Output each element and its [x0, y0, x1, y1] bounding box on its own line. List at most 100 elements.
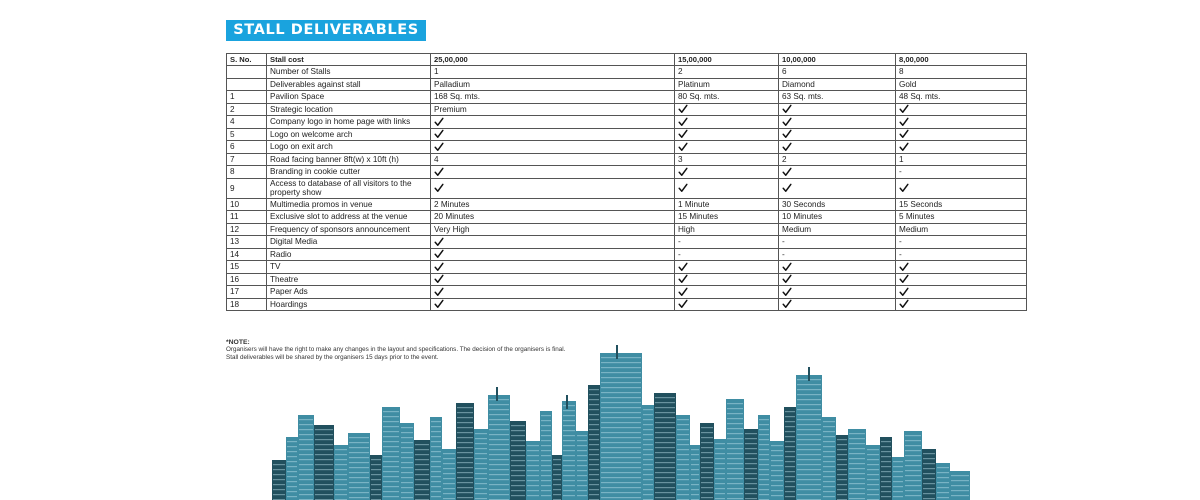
- skyline-window-stripe: [475, 483, 487, 485]
- skyline-window-stripe: [655, 427, 675, 429]
- row-deliverable: Strategic location: [266, 102, 431, 116]
- skyline-building: [892, 457, 904, 500]
- skyline-window-stripe: [489, 434, 509, 436]
- skyline-window-stripe: [905, 495, 921, 497]
- skyline-window-stripe: [849, 473, 865, 475]
- skyline-window-stripe: [785, 411, 795, 413]
- row-deliverable: TV: [266, 260, 431, 274]
- skyline-window-stripe: [601, 422, 641, 424]
- row-value: 48 Sq. mts.: [895, 90, 1027, 104]
- skyline-window-stripe: [823, 456, 835, 458]
- skyline-window-stripe: [315, 474, 333, 476]
- skyline-window-stripe: [727, 493, 743, 495]
- skyline-window-stripe: [905, 465, 921, 467]
- row-sno: 8: [226, 165, 267, 179]
- skyline-window-stripe: [401, 472, 413, 474]
- skyline-window-stripe: [541, 450, 551, 452]
- row-value: High: [674, 222, 779, 236]
- skyline-window-stripe: [691, 464, 699, 466]
- skyline-window-stripe: [701, 477, 713, 479]
- skyline-building: [904, 431, 922, 500]
- row-value: 1 Minute: [674, 197, 779, 211]
- skyline-window-stripe: [797, 389, 821, 391]
- skyline-window-stripe: [715, 473, 725, 475]
- skyline-window-stripe: [577, 475, 587, 477]
- skyline-window-stripe: [867, 479, 879, 481]
- skyline-window-stripe: [527, 450, 539, 452]
- skyline-window-stripe: [415, 464, 429, 466]
- skyline-window-stripe: [371, 484, 381, 486]
- skyline-window-stripe: [589, 404, 599, 406]
- check-mark-icon: [434, 287, 444, 297]
- skyline-window-stripe: [837, 474, 847, 476]
- skyline-window-stripe: [785, 431, 795, 433]
- row-value: [430, 235, 675, 249]
- skyline-window-stripe: [383, 426, 399, 428]
- row-deliverable: Number of Stalls: [266, 65, 431, 79]
- skyline-window-stripe: [771, 465, 783, 467]
- skyline-window-stripe: [541, 485, 551, 487]
- skyline-building: [690, 445, 700, 500]
- skyline-window-stripe: [401, 497, 413, 499]
- skyline-window-stripe: [785, 466, 795, 468]
- skyline-window-stripe: [541, 460, 551, 462]
- skyline-window-stripe: [849, 433, 865, 435]
- row-sno: 4: [226, 115, 267, 129]
- row-deliverable: Deliverables against stall: [266, 77, 431, 91]
- skyline-window-stripe: [541, 470, 551, 472]
- skyline-window-stripe: [715, 483, 725, 485]
- note-line: Organisers will have the right to make a…: [226, 346, 566, 354]
- skyline-window-stripe: [527, 475, 539, 477]
- row-value: [895, 285, 1027, 299]
- skyline-window-stripe: [677, 449, 689, 451]
- row-value: [895, 140, 1027, 154]
- skyline-window-stripe: [457, 457, 473, 459]
- skyline-window-stripe: [563, 435, 575, 437]
- row-value: [778, 102, 896, 116]
- skyline-window-stripe: [893, 466, 903, 468]
- row-value: [895, 260, 1027, 274]
- skyline-window-stripe: [771, 455, 783, 457]
- skyline-window-stripe: [823, 476, 835, 478]
- skyline-window-stripe: [431, 461, 441, 463]
- skyline-window-stripe: [299, 464, 313, 466]
- skyline-window-stripe: [655, 442, 675, 444]
- skyline-building: [348, 433, 370, 500]
- skyline-window-stripe: [727, 453, 743, 455]
- check-mark-icon: [434, 117, 444, 127]
- skyline-window-stripe: [715, 463, 725, 465]
- skyline-window-stripe: [727, 403, 743, 405]
- skyline-window-stripe: [589, 474, 599, 476]
- column-header-15-lakh: 15,00,000: [674, 53, 779, 66]
- skyline-window-stripe: [383, 486, 399, 488]
- skyline-window-stripe: [299, 449, 313, 451]
- skyline-window-stripe: [837, 494, 847, 496]
- skyline-window-stripe: [905, 490, 921, 492]
- skyline-window-stripe: [601, 457, 641, 459]
- row-value: [430, 177, 675, 199]
- skyline-window-stripe: [415, 459, 429, 461]
- skyline-window-stripe: [937, 472, 949, 474]
- skyline-window-stripe: [677, 469, 689, 471]
- skyline-window-stripe: [797, 479, 821, 481]
- skyline-window-stripe: [457, 427, 473, 429]
- skyline-window-stripe: [475, 438, 487, 440]
- skyline-window-stripe: [383, 421, 399, 423]
- check-mark-icon: [899, 274, 909, 284]
- skyline-window-stripe: [893, 486, 903, 488]
- row-deliverable: Theatre: [266, 272, 431, 286]
- row-value: [778, 297, 896, 311]
- skyline-window-stripe: [905, 455, 921, 457]
- skyline-window-stripe: [677, 489, 689, 491]
- skyline-window-stripe: [715, 493, 725, 495]
- skyline-window-stripe: [577, 485, 587, 487]
- skyline-window-stripe: [823, 446, 835, 448]
- skyline-window-stripe: [431, 426, 441, 428]
- skyline-window-stripe: [727, 418, 743, 420]
- skyline-window-stripe: [589, 454, 599, 456]
- skyline-window-stripe: [881, 466, 891, 468]
- skyline-window-stripe: [553, 489, 561, 491]
- skyline-window-stripe: [315, 489, 333, 491]
- skyline-window-stripe: [457, 492, 473, 494]
- row-value: 8: [895, 65, 1027, 79]
